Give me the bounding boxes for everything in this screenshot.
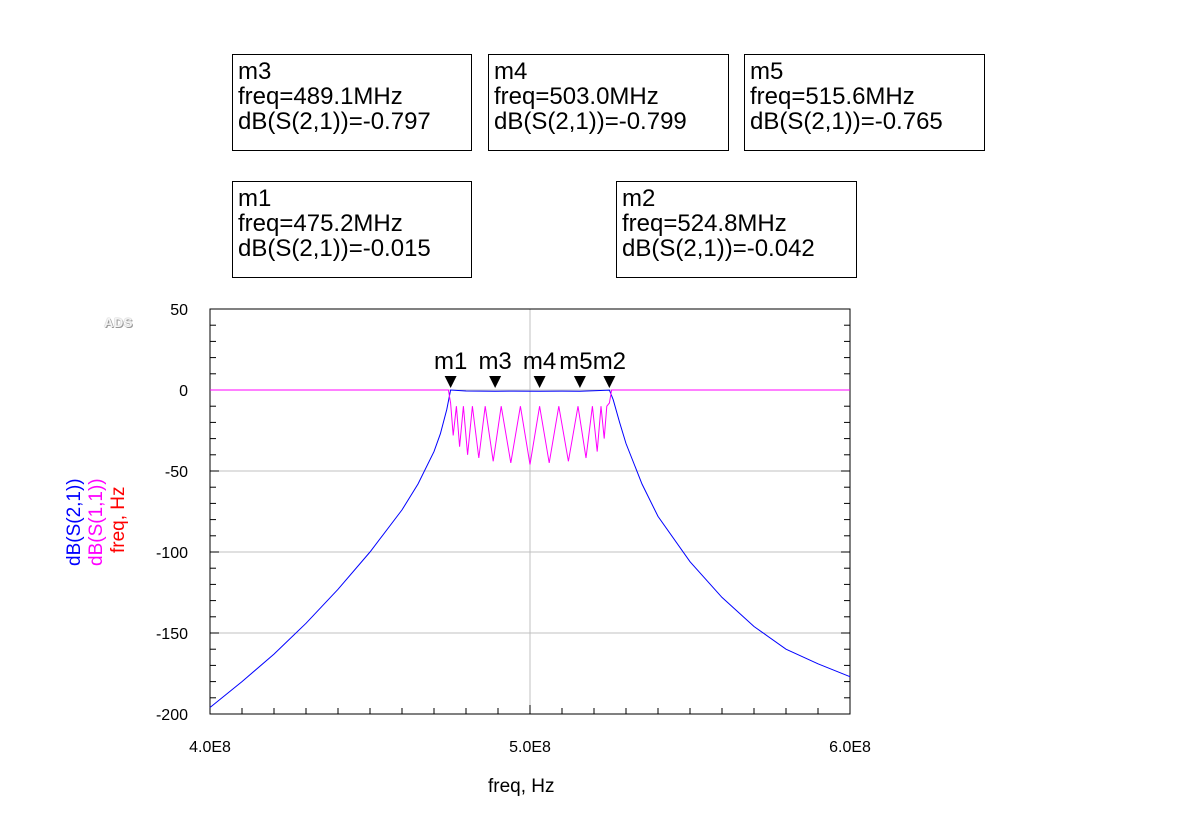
x-tick-label: 5.0E8 — [509, 739, 551, 756]
marker-box-m5: m5 freq=515.6MHz dB(S(2,1))=-0.765 — [744, 54, 985, 151]
x-axis-label: freq, Hz — [488, 776, 555, 797]
marker-label-m1: m1 — [434, 348, 467, 375]
y-tick-label: -150 — [156, 626, 188, 643]
y-axis-label-freq: freq, Hz — [108, 486, 129, 553]
x-tick-label: 6.0E8 — [829, 739, 871, 756]
marker-box-m3: m3 freq=489.1MHz dB(S(2,1))=-0.797 — [232, 54, 472, 151]
marker-box-m4: m4 freq=503.0MHz dB(S(2,1))=-0.799 — [488, 54, 729, 151]
marker-box-m5-value: dB(S(2,1))=-0.765 — [750, 108, 943, 135]
marker-box-m2: m2 freq=524.8MHz dB(S(2,1))=-0.042 — [616, 181, 857, 278]
y-tick-label: -100 — [156, 545, 188, 562]
marker-box-m4-value: dB(S(2,1))=-0.799 — [494, 108, 687, 135]
y-axis-label-s11: dB(S(1,1)) — [86, 478, 107, 566]
marker-triangle-m3 — [489, 376, 502, 388]
x-tick-label: 4.0E8 — [189, 739, 231, 756]
marker-box-m3-freq: freq=489.1MHz — [238, 83, 403, 110]
marker-box-m4-name: m4 — [494, 58, 528, 85]
marker-triangle-m4 — [533, 376, 546, 388]
marker-box-m2-name: m2 — [622, 185, 656, 212]
marker-label-m5: m5 — [559, 348, 592, 375]
marker-triangle-m5 — [573, 376, 586, 388]
marker-label-m3: m3 — [478, 348, 511, 375]
y-tick-label: 50 — [170, 302, 188, 319]
marker-triangle-m1 — [444, 376, 457, 388]
series-line-s11 — [210, 389, 850, 465]
marker-box-m1-value: dB(S(2,1))=-0.015 — [238, 235, 431, 262]
marker-box-m2-freq: freq=524.8MHz — [622, 210, 787, 237]
marker-box-m5-name: m5 — [750, 58, 784, 85]
marker-triangle-m2 — [603, 376, 616, 388]
y-tick-label: -50 — [165, 464, 188, 481]
y-axis-label-s21: dB(S(2,1)) — [64, 478, 85, 566]
marker-box-m1: m1 freq=475.2MHz dB(S(2,1))=-0.015 — [232, 181, 472, 278]
y-tick-label: -200 — [156, 707, 188, 724]
marker-box-m3-name: m3 — [238, 58, 272, 85]
marker-box-m5-freq: freq=515.6MHz — [750, 83, 915, 110]
marker-box-m3-value: dB(S(2,1))=-0.797 — [238, 108, 431, 135]
ads-watermark: ADS — [104, 315, 133, 330]
marker-label-m4: m4 — [523, 348, 556, 375]
series-line-s21 — [209, 389, 851, 708]
marker-box-m2-value: dB(S(2,1))=-0.042 — [622, 235, 815, 262]
y-tick-label: 0 — [179, 383, 188, 400]
marker-label-m2: m2 — [593, 348, 626, 375]
marker-box-m1-freq: freq=475.2MHz — [238, 210, 403, 237]
marker-box-m1-name: m1 — [238, 185, 272, 212]
marker-box-m4-freq: freq=503.0MHz — [494, 83, 659, 110]
